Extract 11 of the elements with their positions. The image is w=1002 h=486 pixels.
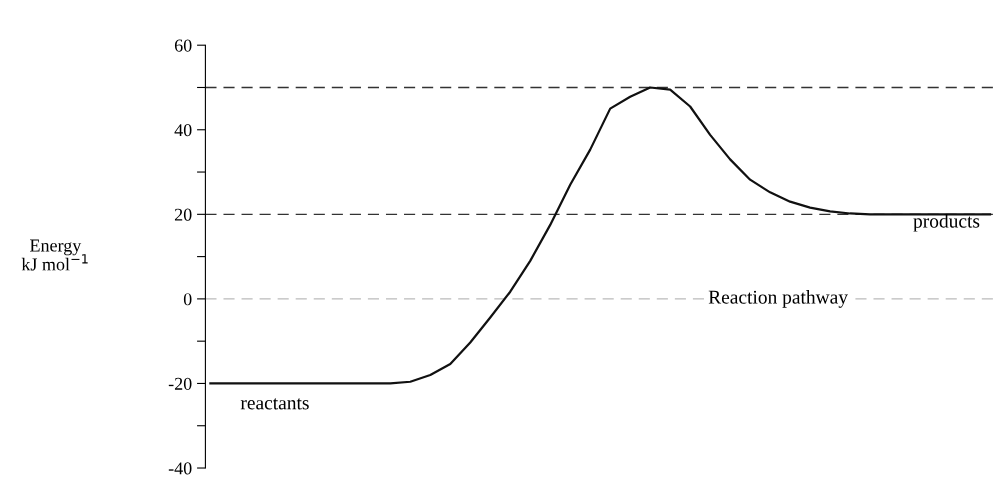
y-tick-label: 0 <box>183 293 192 306</box>
y-tick-label: -40 <box>168 462 192 475</box>
y-axis-title: Energy kJ mol$^{−1}$ <box>21 239 88 271</box>
annotation: products <box>913 213 980 232</box>
line-series <box>209 86 992 385</box>
y-tick-label: 40 <box>174 124 192 137</box>
y-tick-label: -20 <box>168 377 192 390</box>
x-axis-title: Reaction pathway <box>708 290 848 308</box>
annotation: reactants <box>240 398 309 410</box>
y-tick-label: 20 <box>174 208 192 221</box>
y-tick-label: 60 <box>174 39 192 52</box>
